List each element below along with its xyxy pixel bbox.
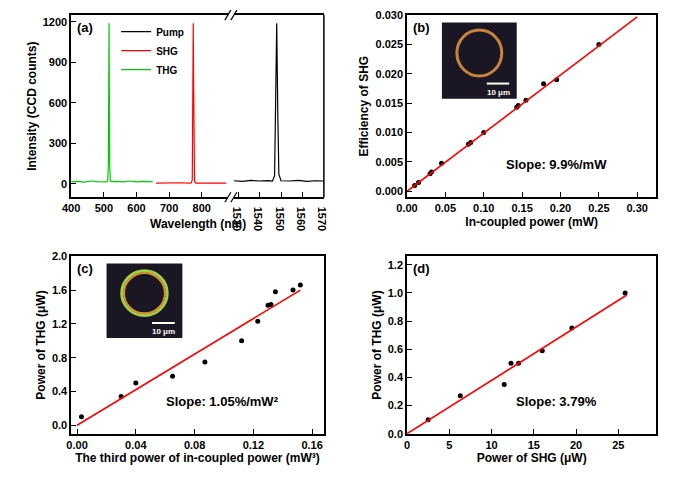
svg-text:0.030: 0.030 [376, 9, 404, 21]
svg-text:1530: 1530 [231, 207, 243, 231]
svg-text:1550: 1550 [274, 207, 286, 231]
svg-text:0.10: 0.10 [473, 202, 494, 214]
svg-text:Slope: 3.79%: Slope: 3.79% [516, 394, 597, 409]
svg-text:0.4: 0.4 [388, 371, 404, 383]
svg-text:0.04: 0.04 [125, 439, 147, 451]
svg-text:500: 500 [95, 202, 113, 214]
svg-text:0.4: 0.4 [52, 385, 68, 397]
svg-text:0.8: 0.8 [52, 352, 67, 364]
svg-text:1.2: 1.2 [52, 318, 67, 330]
svg-text:0.16: 0.16 [301, 439, 322, 451]
svg-text:0: 0 [61, 178, 67, 190]
svg-text:0: 0 [404, 439, 410, 451]
svg-text:0.15: 0.15 [511, 202, 532, 214]
svg-text:0.05: 0.05 [435, 202, 456, 214]
svg-text:Pump: Pump [156, 26, 184, 37]
svg-text:0.6: 0.6 [388, 343, 403, 355]
svg-text:Slope: 1.05%/mW²: Slope: 1.05%/mW² [166, 394, 279, 409]
svg-text:600: 600 [49, 97, 67, 109]
svg-text:10 μm: 10 μm [487, 88, 510, 97]
svg-text:1540: 1540 [252, 207, 264, 231]
svg-text:700: 700 [160, 202, 178, 214]
svg-text:15: 15 [528, 439, 540, 451]
svg-text:0.12: 0.12 [243, 439, 264, 451]
svg-text:SHG: SHG [156, 45, 178, 56]
svg-text:Intensity (CCD counts): Intensity (CCD counts) [25, 41, 39, 170]
svg-text:0.2: 0.2 [388, 399, 403, 411]
svg-text:400: 400 [62, 202, 80, 214]
svg-text:(b): (b) [413, 20, 430, 35]
svg-text:300: 300 [49, 137, 67, 149]
svg-text:0.0: 0.0 [388, 428, 403, 440]
svg-text:1200: 1200 [43, 16, 67, 28]
svg-text:0.08: 0.08 [184, 439, 205, 451]
svg-text:800: 800 [193, 202, 211, 214]
svg-text:1560: 1560 [295, 207, 307, 231]
svg-text:10: 10 [485, 439, 497, 451]
svg-text:Slope: 9.9%/mW: Slope: 9.9%/mW [506, 157, 607, 172]
svg-text:0.00: 0.00 [396, 202, 417, 214]
svg-text:0.0: 0.0 [52, 419, 67, 431]
svg-text:0.005: 0.005 [376, 156, 404, 168]
svg-text:0.020: 0.020 [376, 68, 404, 80]
svg-text:0.25: 0.25 [588, 202, 609, 214]
svg-text:0.015: 0.015 [376, 97, 404, 109]
svg-text:Power of THG (μW): Power of THG (μW) [34, 290, 48, 399]
svg-text:0.00: 0.00 [66, 439, 87, 451]
svg-text:(d): (d) [413, 261, 430, 276]
svg-text:(c): (c) [77, 261, 93, 276]
svg-text:0.30: 0.30 [626, 202, 647, 214]
svg-text:Power of SHG (μW): Power of SHG (μW) [477, 451, 587, 465]
svg-text:0.000: 0.000 [376, 185, 404, 197]
svg-text:600: 600 [127, 202, 145, 214]
svg-text:1.6: 1.6 [52, 284, 67, 296]
svg-text:Efficiency of SHG: Efficiency of SHG [357, 56, 371, 157]
svg-text:2.0: 2.0 [52, 250, 67, 262]
svg-text:0.010: 0.010 [376, 126, 404, 138]
svg-text:1570: 1570 [316, 207, 328, 231]
svg-text:0.20: 0.20 [550, 202, 571, 214]
svg-text:5: 5 [446, 439, 452, 451]
svg-text:(a): (a) [77, 20, 93, 35]
svg-text:0.8: 0.8 [388, 315, 403, 327]
svg-text:Power of THG (μW): Power of THG (μW) [370, 290, 384, 399]
svg-text:1.0: 1.0 [388, 287, 403, 299]
svg-text:THG: THG [156, 64, 177, 75]
svg-text:The third power of in-coupled: The third power of in-coupled power (mW³… [75, 451, 320, 465]
svg-text:0.025: 0.025 [376, 38, 404, 50]
svg-text:900: 900 [49, 56, 67, 68]
svg-text:20: 20 [570, 439, 582, 451]
svg-text:Wavelength (nm): Wavelength (nm) [150, 217, 246, 231]
svg-text:1.2: 1.2 [388, 259, 403, 271]
svg-text:25: 25 [612, 439, 624, 451]
svg-text:10 μm: 10 μm [152, 327, 175, 336]
svg-text:In-coupled power (mW): In-coupled power (mW) [465, 215, 598, 229]
